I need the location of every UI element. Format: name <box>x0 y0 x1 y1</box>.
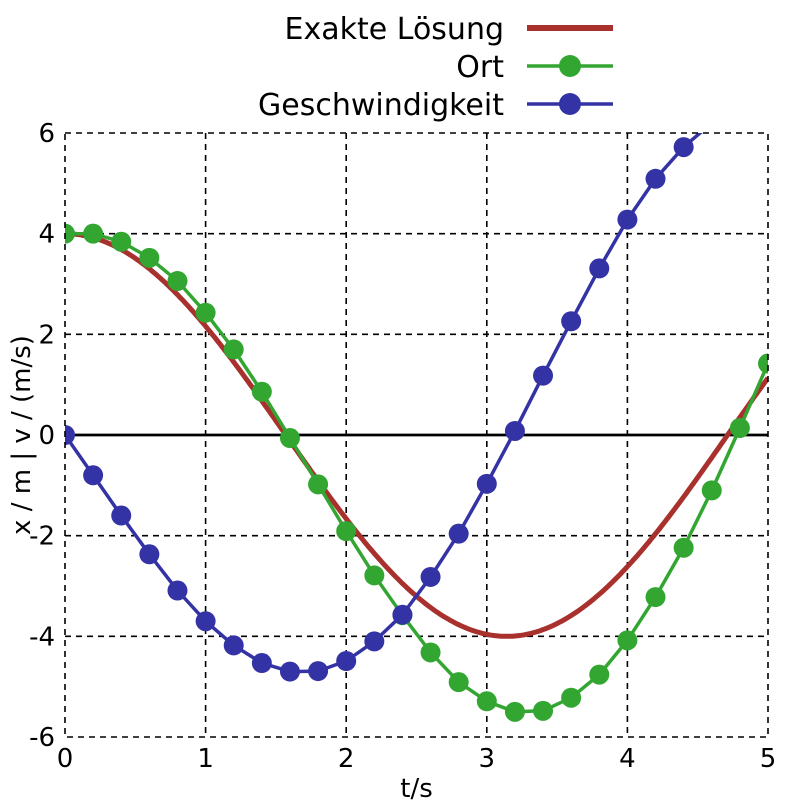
data-point-2-14 <box>448 523 469 544</box>
y-tick-label: -2 <box>29 522 55 552</box>
data-point-2-11 <box>364 631 385 652</box>
data-point-1-23 <box>701 480 722 501</box>
x-tick-label: 2 <box>338 744 355 774</box>
legend-marker <box>559 55 581 77</box>
data-point-1-6 <box>223 339 244 360</box>
data-point-1-4 <box>167 270 188 291</box>
series-line-2 <box>65 133 703 674</box>
data-point-2-0 <box>65 425 75 445</box>
data-point-2-22 <box>673 137 694 158</box>
legend-item-0: Exakte Lösung <box>285 12 613 47</box>
plot-series <box>65 113 768 722</box>
data-point-2-15 <box>476 473 497 494</box>
series-2 <box>65 113 722 682</box>
data-point-2-7 <box>251 653 272 674</box>
data-point-1-17 <box>533 700 554 721</box>
data-point-1-22 <box>673 537 694 558</box>
data-point-1-10 <box>336 521 357 542</box>
y-tick-label: 6 <box>38 119 55 149</box>
data-point-2-2 <box>111 505 132 526</box>
data-point-1-5 <box>195 302 216 323</box>
data-point-2-23 <box>702 113 722 133</box>
data-point-2-13 <box>420 566 441 587</box>
y-tick-label: 0 <box>38 421 55 451</box>
data-point-1-7 <box>251 381 272 402</box>
series-1 <box>65 223 768 722</box>
x-tick-label: 3 <box>479 744 496 774</box>
data-point-2-5 <box>195 611 216 632</box>
y-tick-label: 4 <box>38 220 55 250</box>
data-point-2-8 <box>279 661 300 682</box>
data-point-1-1 <box>83 223 104 244</box>
data-point-2-3 <box>139 544 160 565</box>
data-point-1-3 <box>139 247 160 268</box>
legend-label: Exakte Lösung <box>285 12 504 47</box>
x-tick-label: 4 <box>619 744 636 774</box>
y-tick-label: -6 <box>29 723 55 753</box>
data-point-1-2 <box>111 231 132 252</box>
legend-marker <box>559 93 581 115</box>
plot-frame <box>64 132 769 738</box>
legend-label: Geschwindigkeit <box>258 88 504 123</box>
y-tick-label: 2 <box>38 320 55 350</box>
data-point-1-13 <box>420 642 441 663</box>
data-point-1-21 <box>645 587 666 608</box>
data-point-1-8 <box>279 428 300 449</box>
y-tick-label: -4 <box>29 622 55 652</box>
series-line-1 <box>65 231 768 714</box>
data-point-2-10 <box>336 650 357 671</box>
x-tick-label: 1 <box>197 744 214 774</box>
data-point-1-16 <box>504 701 525 722</box>
legend-item-2: Geschwindigkeit <box>258 88 613 123</box>
data-point-2-4 <box>167 580 188 601</box>
x-tick-label: 0 <box>57 744 74 774</box>
data-point-1-9 <box>308 474 329 495</box>
tick-labels: 0 1 2 3 4 5 -6 -4 -2 0 2 4 6 <box>29 119 776 774</box>
data-point-1-24 <box>729 417 750 438</box>
data-point-2-1 <box>83 465 104 486</box>
legend-item-1: Ort <box>456 50 613 85</box>
data-point-2-20 <box>617 209 638 230</box>
data-point-2-16 <box>504 420 525 441</box>
y-axis-label: x / m | v / (m/s) <box>7 335 37 535</box>
data-point-2-17 <box>533 365 554 386</box>
data-point-1-18 <box>561 687 582 708</box>
data-point-2-18 <box>561 311 582 332</box>
data-point-1-14 <box>448 672 469 693</box>
data-point-2-12 <box>392 604 413 625</box>
data-point-1-11 <box>364 565 385 586</box>
data-point-2-6 <box>223 635 244 656</box>
data-point-1-15 <box>476 691 497 712</box>
data-point-1-25 <box>758 353 768 374</box>
legend-label: Ort <box>456 50 504 85</box>
x-tick-label: 5 <box>760 744 777 774</box>
data-point-2-19 <box>589 258 610 279</box>
data-point-1-19 <box>589 664 610 685</box>
x-axis-label: t/s <box>400 774 433 800</box>
data-point-2-21 <box>645 168 666 189</box>
data-point-1-0 <box>65 223 75 244</box>
data-point-2-9 <box>308 661 329 682</box>
data-point-1-20 <box>617 630 638 651</box>
